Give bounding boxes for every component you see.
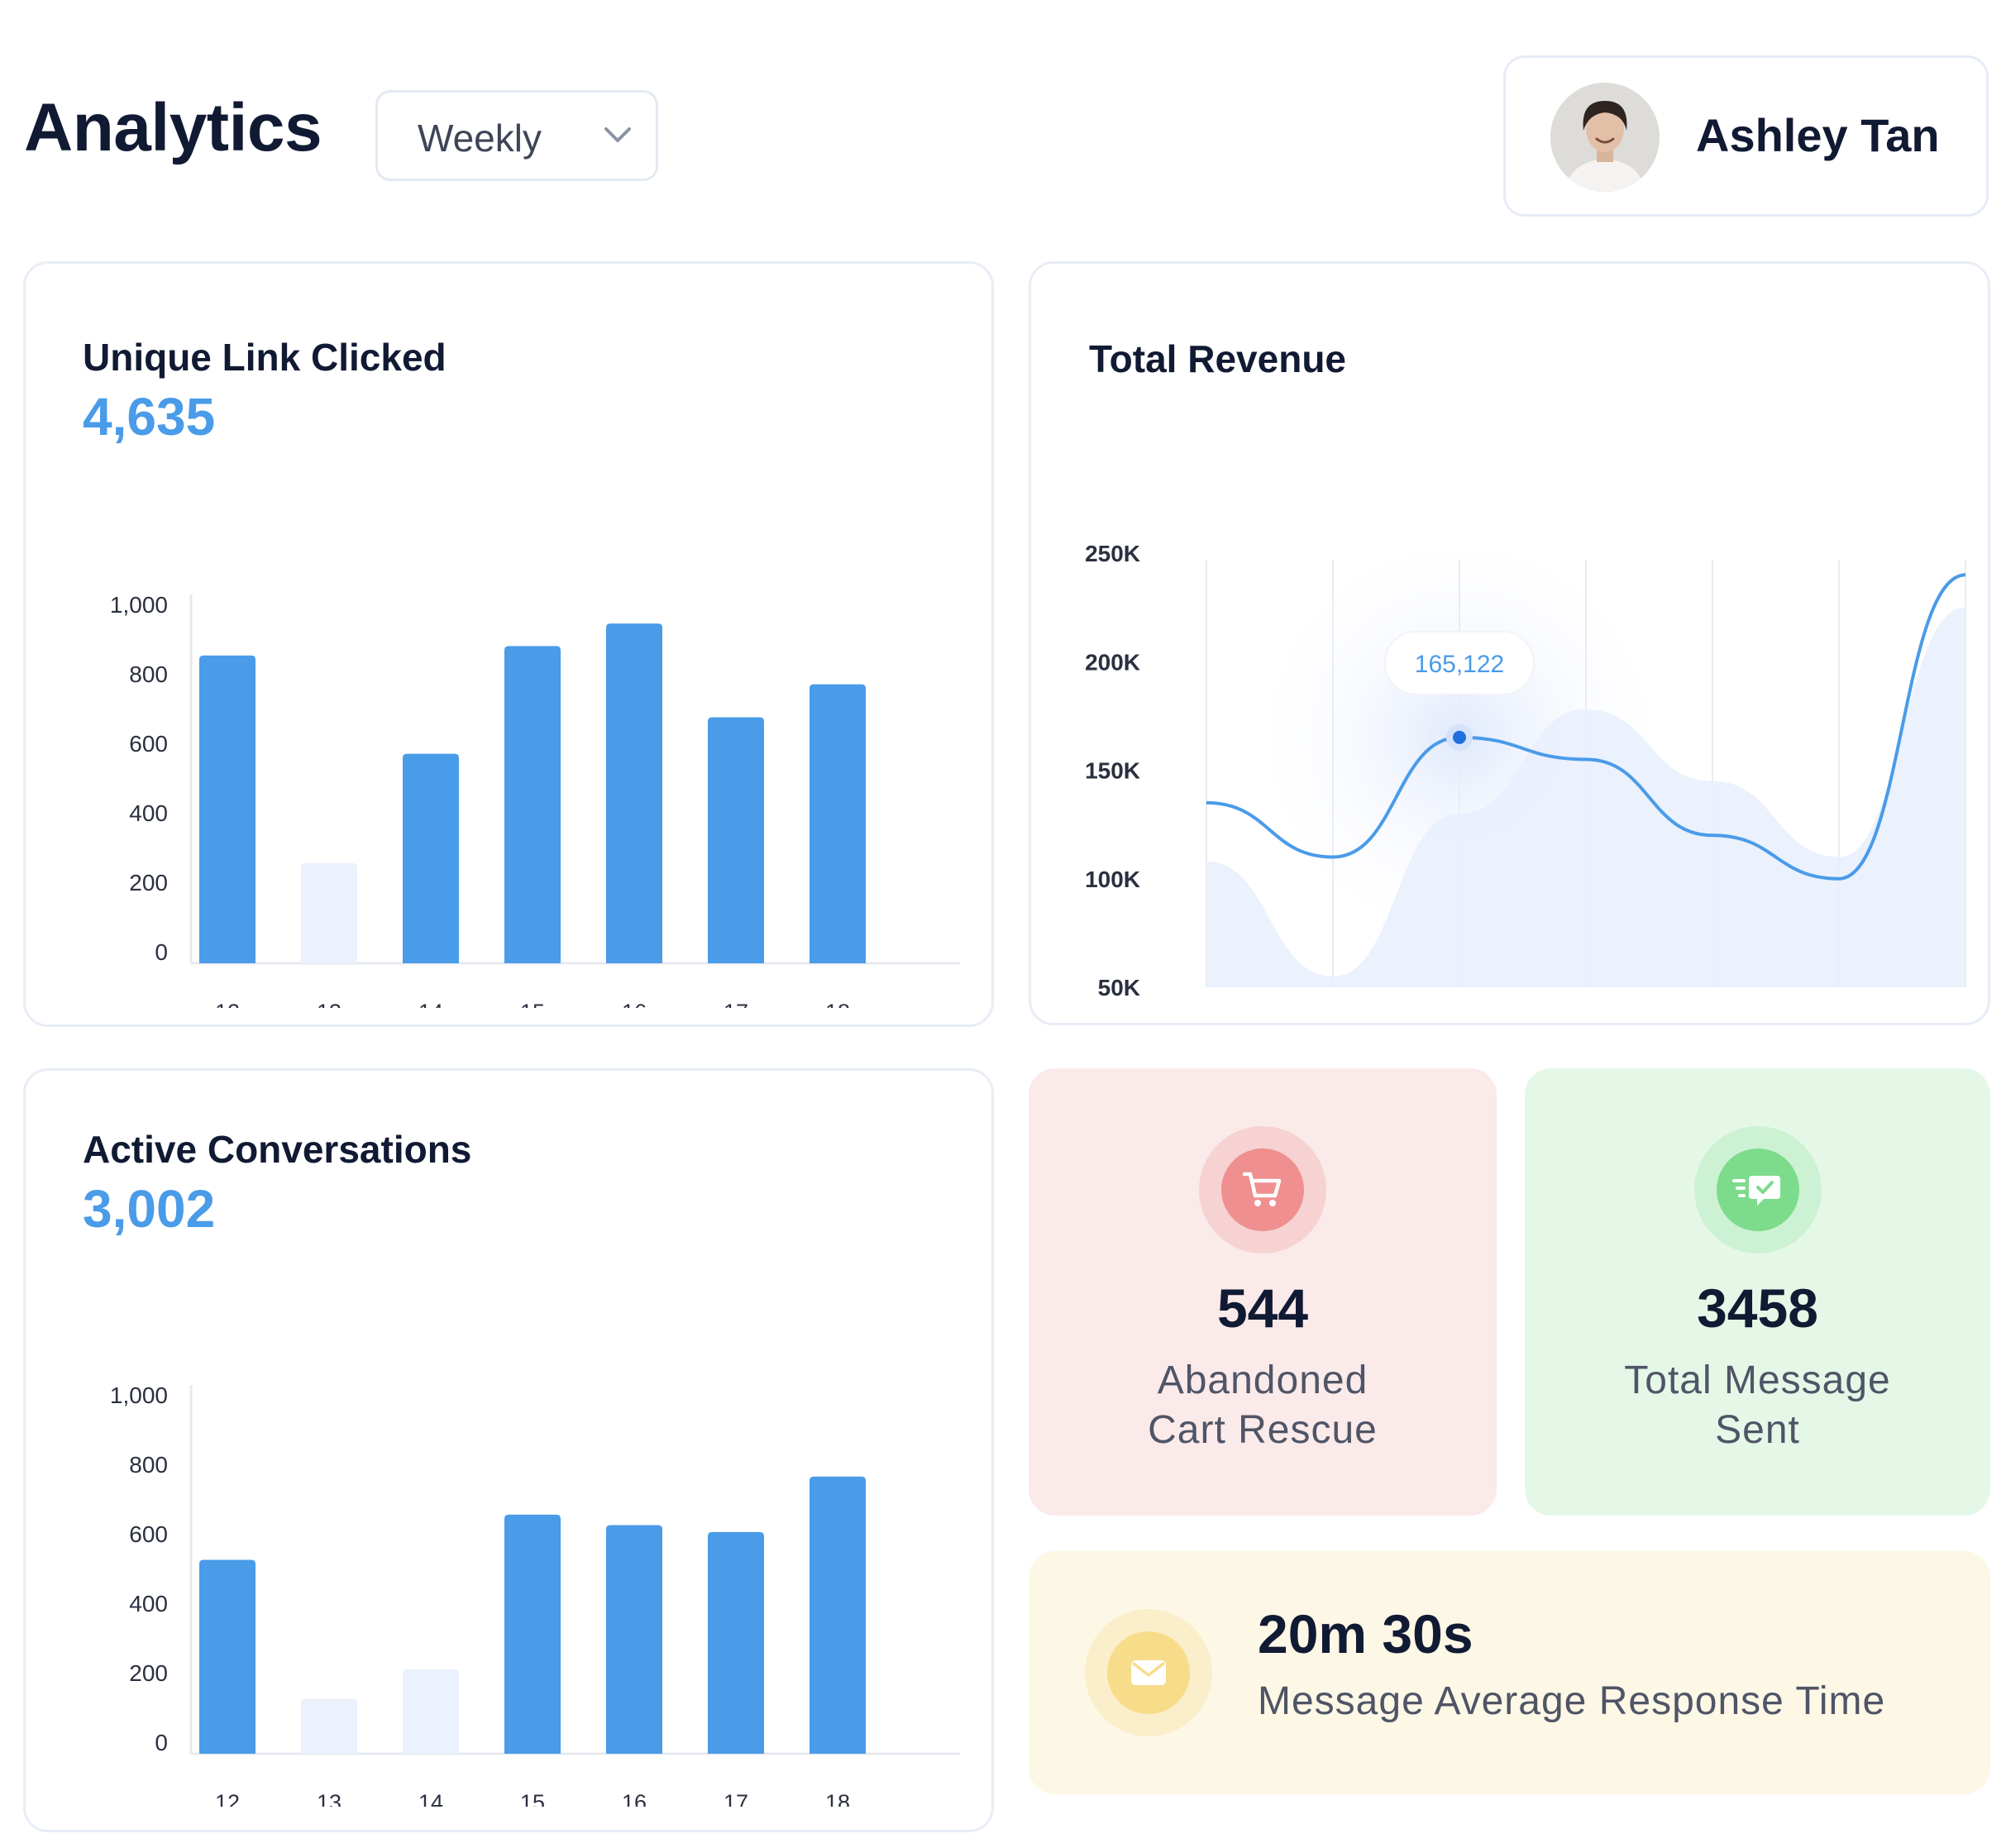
conversations-bar-chart: 1,000800600400200012Oct13Oct14Oct15Oct16…	[110, 1382, 960, 1807]
x-tick-label: 14	[418, 1000, 443, 1008]
stat-label: Total Message	[1624, 1359, 1891, 1402]
bar	[810, 1476, 866, 1754]
stat-value: 544	[1216, 1277, 1309, 1339]
bar	[810, 684, 866, 963]
y-tick-label: 1,000	[110, 1382, 168, 1408]
x-tick-label: 16	[622, 1790, 647, 1807]
card-value: 3,002	[83, 1179, 216, 1239]
link-clicks-bar-chart: 1,000800600400200012Oct13Oct14Oct15Oct16…	[110, 592, 960, 1008]
x-tick-label: 13	[317, 1000, 341, 1008]
y-tick-label: 100K	[1085, 867, 1140, 892]
y-tick-label: 400	[129, 1591, 168, 1616]
line-series	[1206, 573, 1966, 881]
bar	[606, 623, 662, 963]
conversations-card: Active Conversations 3,002 1,000 800 600 40…	[23, 1068, 994, 1832]
stat-label: Cart Rescue	[1148, 1408, 1378, 1452]
response-time-card: 20m 30s Message Average Response Time	[1029, 1551, 1990, 1794]
y-tick-label: 1,000	[110, 592, 168, 618]
y-tick-label: 800	[129, 1452, 168, 1478]
card-title: Total Revenue	[1089, 337, 1346, 380]
y-tick-label: 0	[155, 1730, 168, 1755]
y-tick-label: 600	[129, 1521, 168, 1547]
y-tick-label: 600	[129, 731, 168, 757]
y-tick-label: 400	[129, 800, 168, 826]
stat-label: Message Average Response Time	[1258, 1679, 1886, 1723]
card-value: 4,635	[83, 387, 216, 446]
x-tick-label: 17	[724, 1790, 748, 1807]
stat-label: Sent	[1715, 1408, 1800, 1452]
area-series	[1206, 607, 1965, 987]
shopping-cart-icon	[1199, 1126, 1326, 1253]
y-tick-label: 150K	[1085, 758, 1140, 784]
highlight-point	[1453, 730, 1466, 744]
bar	[708, 1531, 764, 1754]
period-dropdown-value: Weekly	[418, 117, 542, 160]
tooltip	[1384, 630, 1535, 695]
x-tick-label: 18	[825, 1000, 850, 1008]
stat-value: 20m 30s	[1258, 1603, 1473, 1664]
period-dropdown[interactable]: Weekly	[375, 90, 658, 181]
bar	[606, 1525, 662, 1754]
x-tick-label: 15	[520, 1790, 545, 1807]
bar	[708, 717, 764, 963]
bar	[301, 862, 357, 963]
avatar	[1550, 83, 1660, 192]
stat-value: 3458	[1697, 1277, 1818, 1339]
x-tick-label: 12	[215, 1790, 240, 1807]
message-check-icon	[1694, 1126, 1822, 1253]
card-title: Unique Link Clicked	[83, 336, 447, 379]
x-tick-label: 15	[520, 1000, 545, 1008]
x-tick-label: 14	[418, 1790, 443, 1807]
abandoned-cart-card: 544 Abandoned Cart Rescue	[1029, 1068, 1497, 1516]
x-tick-label: 17	[724, 1000, 748, 1008]
envelope-icon	[1085, 1609, 1212, 1736]
y-tick-label: 200	[129, 1660, 168, 1686]
bar	[403, 753, 459, 963]
x-tick-label: 16	[622, 1000, 647, 1008]
tooltip-value: 165,122	[1415, 651, 1504, 678]
x-tick-label: 18	[825, 1790, 850, 1807]
chevron-down-icon	[604, 127, 631, 142]
y-tick-label: 250K	[1085, 541, 1140, 566]
y-tick-label: 200K	[1085, 649, 1140, 675]
y-tick-label: 50K	[1098, 975, 1140, 1000]
bar	[504, 1514, 561, 1754]
page-title: Analytics	[24, 90, 322, 165]
user-name: Ashley Tan	[1696, 109, 1940, 161]
bar	[301, 1698, 357, 1754]
y-tick-label: 800	[129, 661, 168, 687]
x-tick-label: 13	[317, 1790, 341, 1807]
bar	[504, 646, 561, 963]
x-tick-label: 12	[215, 1000, 240, 1008]
link-clicks-card: Unique Link Clicked 4,635 1,000 800 600 400…	[23, 261, 994, 1027]
user-profile-card[interactable]: Ashley Tan	[1503, 55, 1989, 217]
card-title: Active Conversations	[83, 1128, 472, 1171]
total-messages-card: 3458 Total Message Sent	[1525, 1068, 1990, 1516]
y-tick-label: 0	[155, 939, 168, 965]
bar	[199, 1559, 256, 1754]
stat-label: Abandoned	[1157, 1359, 1368, 1402]
revenue-line-chart: 250K200K150K100K50K165,12212Oct13Oct14Oc…	[1085, 522, 1966, 1000]
bar	[199, 655, 256, 963]
revenue-card: Total Revenue 250K 200K 150K 100K 50K 165,122…	[1029, 261, 1990, 1025]
bar	[403, 1669, 459, 1754]
y-tick-label: 200	[129, 870, 168, 895]
